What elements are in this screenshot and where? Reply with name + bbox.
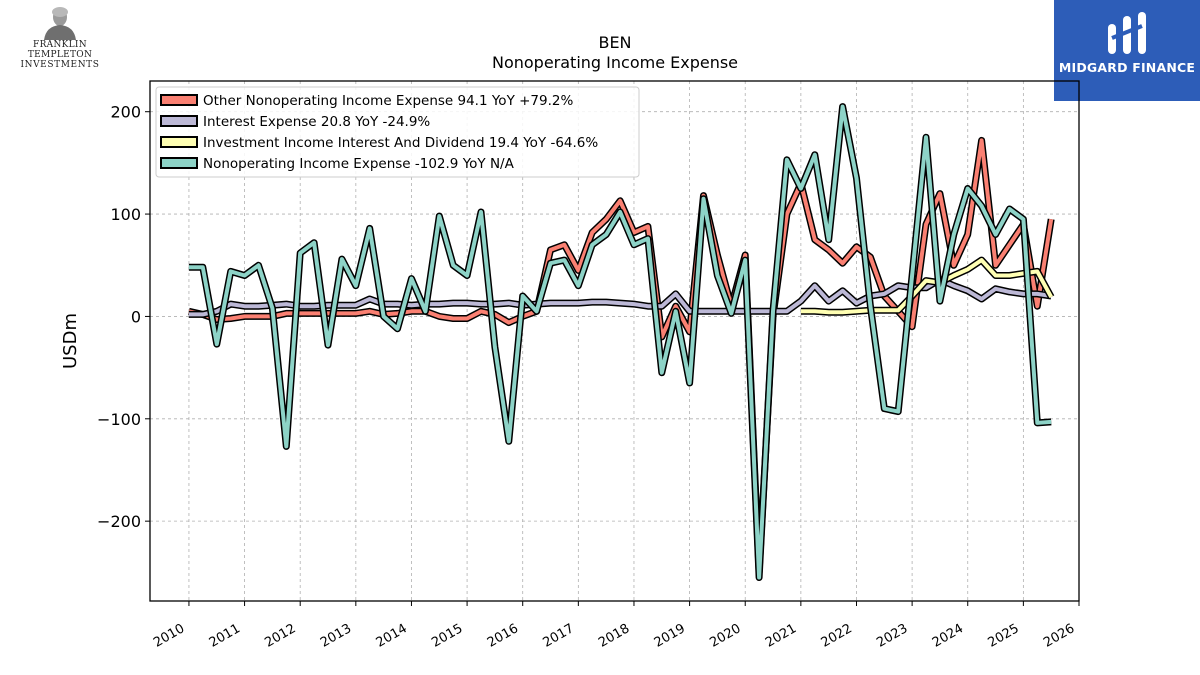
x-tick-label: 2016 <box>485 621 521 651</box>
legend-swatch <box>160 115 198 127</box>
x-tick-label: 2019 <box>652 621 688 651</box>
midgard-finance-logo: MIDGARD FINANCE <box>1054 0 1200 101</box>
legend-swatch <box>160 136 198 148</box>
x-tick-label: 2015 <box>429 621 465 651</box>
x-tick-label: 2013 <box>318 621 354 651</box>
y-tick-label: 200 <box>110 103 141 122</box>
y-tick-label: −200 <box>97 512 141 531</box>
legend-swatch <box>160 157 198 169</box>
chart-title: BEN <box>598 33 631 52</box>
x-tick-label: 2011 <box>207 621 243 651</box>
x-tick-label: 2025 <box>986 621 1022 651</box>
x-tick-label: 2010 <box>151 621 187 651</box>
brand-left-line1: FRANKLIN TEMPLETON <box>27 40 93 60</box>
x-tick-label: 2021 <box>763 621 799 651</box>
franklin-templeton-logo: FRANKLIN TEMPLETON INVESTMENTS <box>0 4 120 70</box>
x-tick-label: 2012 <box>262 621 298 651</box>
x-tick-label: 2014 <box>374 621 410 651</box>
series-line-3 <box>188 104 1052 580</box>
y-axis: −200 −100 0 100 200 <box>97 103 150 531</box>
x-tick-label: 2026 <box>1041 621 1077 651</box>
x-tick-label: 2017 <box>541 621 577 651</box>
brand-left-line2: INVESTMENTS <box>20 60 100 70</box>
chart-subtitle: Nonoperating Income Expense <box>492 53 738 72</box>
y-tick-label: 0 <box>131 307 141 326</box>
legend-swatch <box>160 94 198 106</box>
franklin-portrait-icon <box>44 7 76 40</box>
y-tick-label: 100 <box>110 205 141 224</box>
series-line-2 <box>800 258 1053 315</box>
legend-label: Nonoperating Income Expense -102.9 YoY N… <box>203 156 515 172</box>
legend-label: Investment Income Interest And Dividend … <box>203 135 598 151</box>
legend-box <box>155 86 640 178</box>
midgard-mark-icon <box>1108 12 1146 54</box>
brand-right-name: MIDGARD FINANCE <box>1058 60 1196 75</box>
y-tick-label: −100 <box>97 410 141 429</box>
x-tick-label: 2020 <box>707 621 743 651</box>
x-tick-label: 2022 <box>819 621 855 651</box>
legend-label: Interest Expense 20.8 YoY -24.9% <box>203 114 430 130</box>
x-tick-label: 2018 <box>596 621 632 651</box>
x-tick-label: 2023 <box>874 621 910 651</box>
y-axis-label: USDm <box>60 313 81 369</box>
legend-label: Other Nonoperating Income Expense 94.1 Y… <box>203 93 573 109</box>
x-axis: 2010 2011 2012 2013 2014 2015 2016 2017 2018 2019… <box>151 601 1080 651</box>
plot-frame <box>149 80 1080 602</box>
legend: Other Nonoperating Income Expense 94.1 Y… <box>155 86 640 178</box>
x-tick-label: 2024 <box>930 621 966 651</box>
series-lines <box>188 103 1055 581</box>
